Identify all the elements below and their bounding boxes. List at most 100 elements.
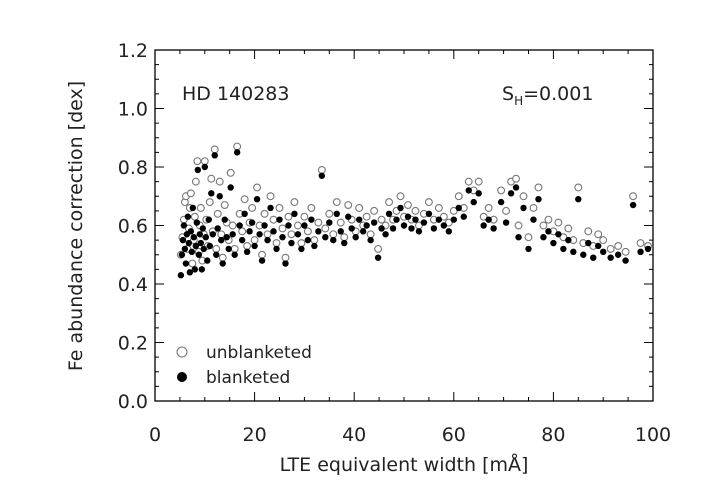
x-tick-label: 60 <box>442 424 466 446</box>
legend: unblanketed blanketed <box>176 343 312 388</box>
unblanketed-point <box>215 177 224 186</box>
unblanketed-point <box>278 224 287 233</box>
blanketed-point <box>201 163 208 171</box>
blanketed-point <box>199 225 207 232</box>
blanketed-point <box>545 228 552 235</box>
unblanketed-point <box>502 206 511 215</box>
blanketed-point <box>445 228 453 235</box>
unblanketed-point <box>554 218 563 227</box>
unblanketed-point <box>340 233 349 242</box>
blanketed-point <box>216 193 223 200</box>
blanketed-point <box>209 231 216 238</box>
blanketed-point <box>614 251 622 258</box>
unblanketed-point <box>449 206 458 215</box>
sh-annotation: SH=0.001 <box>502 83 593 108</box>
blanketed-point <box>507 190 515 197</box>
unblanketed-point <box>240 195 249 204</box>
unblanketed-point <box>293 221 302 230</box>
blanketed-point <box>191 266 199 273</box>
unblanketed-point <box>275 204 284 212</box>
blanketed-point <box>279 234 286 241</box>
unblanketed-point <box>200 157 209 166</box>
unblanketed-point <box>564 224 573 233</box>
blanketed-point <box>282 260 289 267</box>
unblanketed-point <box>248 204 257 212</box>
unblanketed-point <box>329 230 338 239</box>
x-tick-label: 40 <box>342 424 366 446</box>
blanketed-point <box>337 228 344 235</box>
unblanketed-point <box>226 168 235 177</box>
unblanketed-point <box>191 177 200 186</box>
blanketed-point <box>555 231 562 238</box>
unblanketed-point <box>188 259 197 268</box>
blanketed-point <box>404 213 412 220</box>
unblanketed-point <box>287 230 296 239</box>
unblanketed-point <box>474 177 483 186</box>
blanketed-point <box>194 166 202 174</box>
blanketed-point <box>243 248 251 256</box>
blanketed-point <box>560 245 567 253</box>
blanketed-point <box>333 210 340 217</box>
blanketed-point <box>219 260 226 267</box>
unblanketed-point <box>228 221 237 230</box>
blanketed-point <box>200 245 208 253</box>
unblanketed-point <box>464 177 473 186</box>
blanketed-point <box>251 242 258 250</box>
blanketed-point <box>301 222 308 229</box>
blanketed-point <box>341 239 348 247</box>
unblanketed-point <box>190 212 199 221</box>
blanketed-point <box>214 225 221 232</box>
unblanketed-point <box>524 233 533 242</box>
unblanketed-point <box>584 227 593 236</box>
blanketed-point <box>233 149 241 156</box>
blanketed-point <box>408 225 415 232</box>
blanketed-point <box>193 219 201 226</box>
blanketed-point <box>570 248 577 256</box>
blanketed-point <box>208 190 215 197</box>
unblanketed-point <box>594 230 603 239</box>
unblanketed-point <box>544 215 553 224</box>
unblanketed-point <box>233 142 242 151</box>
unblanketed-point <box>444 218 453 227</box>
unblanketed-point <box>606 244 615 253</box>
blanketed-point <box>261 222 268 229</box>
blanketed-point <box>370 219 378 226</box>
blanketed-point <box>298 245 305 253</box>
blanketed-point <box>276 216 283 223</box>
unblanketed-point <box>559 233 568 242</box>
unblanketed-point <box>614 242 623 250</box>
blanketed-point <box>186 269 194 276</box>
blanketed-point <box>595 242 602 250</box>
unblanketed-point <box>434 204 443 212</box>
blanketed-point <box>202 234 209 241</box>
x-tick-labels: 0 20 40 60 80 100 <box>149 424 671 446</box>
unblanketed-point <box>574 183 583 192</box>
blanketed-point <box>550 239 557 247</box>
blanketed-point <box>180 222 188 229</box>
blanketed-point <box>185 239 193 247</box>
unblanketed-point <box>210 145 219 154</box>
blanketed-point <box>288 239 295 247</box>
unblanketed-point <box>529 204 538 212</box>
y-tick-label: 1.2 <box>118 40 148 62</box>
blanketed-point <box>352 234 359 241</box>
unblanketed-point <box>519 192 528 201</box>
blanketed-point <box>378 225 385 232</box>
unblanketed-point <box>424 198 433 207</box>
blanketed-point <box>264 236 271 244</box>
unblanketed-point <box>266 192 275 201</box>
blanketed-point <box>385 210 393 217</box>
unblanketed-point <box>281 253 290 262</box>
blanketed-point <box>258 257 266 264</box>
y-tick-label: 0.4 <box>118 274 148 296</box>
blanketed-point <box>515 234 522 241</box>
axis-ticks <box>154 49 654 402</box>
blanketed-point <box>382 231 389 238</box>
unblanketed-point <box>238 227 247 236</box>
blanketed-point <box>204 257 211 264</box>
blanketed-point <box>294 231 302 238</box>
blanketed-point <box>238 236 246 244</box>
blanketed-point <box>363 222 370 229</box>
blanketed-point <box>374 254 382 261</box>
unblanketed-point <box>636 239 645 248</box>
